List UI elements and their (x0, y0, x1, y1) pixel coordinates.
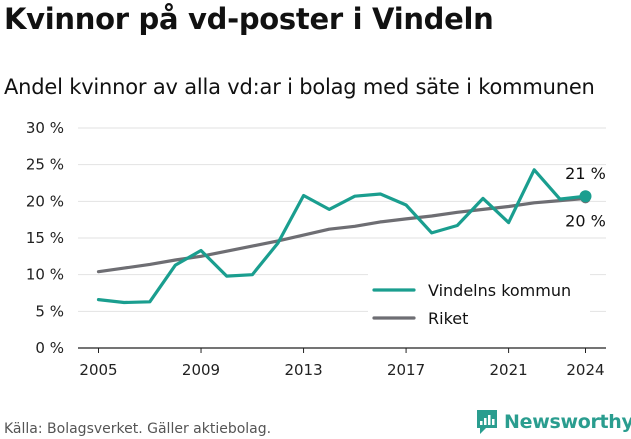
newsworthy-logo-text: Newsworthy (504, 411, 631, 433)
legend-entry: Riket (428, 309, 468, 328)
legend: Vindelns kommun Riket (368, 272, 590, 336)
end-labels: 21 % 20 % (565, 164, 606, 230)
newsworthy-logo-icon (477, 410, 497, 434)
y-axis-ticks: 0 % 5 % 10 % 15 % 20 % 25 % 30 % (26, 119, 64, 357)
series-line-vindeln (96, 168, 588, 305)
chart-subtitle: Andel kvinnor av alla vd:ar i bolag med … (4, 75, 595, 99)
y-tick-label: 30 % (26, 119, 64, 137)
x-axis-ticks: 2005 2009 2013 2017 2021 2024 (79, 348, 605, 379)
end-label-riket: 20 % (565, 211, 606, 230)
x-tick-label: 2024 (566, 361, 604, 379)
x-tick-label: 2009 (182, 361, 220, 379)
x-tick-label: 2005 (79, 361, 117, 379)
newsworthy-logo[interactable]: Newsworthy (476, 406, 631, 438)
x-tick-label: 2017 (387, 361, 425, 379)
x-tick-label: 2021 (490, 361, 528, 379)
source-note: Källa: Bolagsverket. Gäller aktiebolag. (4, 421, 272, 437)
y-tick-label: 20 % (26, 192, 64, 210)
y-tick-label: 15 % (26, 229, 64, 247)
x-tick-label: 2013 (284, 361, 322, 379)
series-lines (96, 168, 592, 305)
y-tick-label: 5 % (35, 302, 64, 320)
legend-background (368, 272, 590, 336)
end-point-vindeln (579, 190, 592, 203)
y-tick-label: 0 % (35, 339, 64, 357)
legend-entry: Vindelns kommun (428, 281, 571, 300)
y-tick-label: 25 % (26, 156, 64, 174)
y-tick-label: 10 % (26, 266, 64, 284)
end-label-vindeln: 21 % (565, 164, 606, 183)
chart-title: Kvinnor på vd-poster i Vindeln (4, 2, 494, 36)
series-line-riket (96, 196, 588, 274)
